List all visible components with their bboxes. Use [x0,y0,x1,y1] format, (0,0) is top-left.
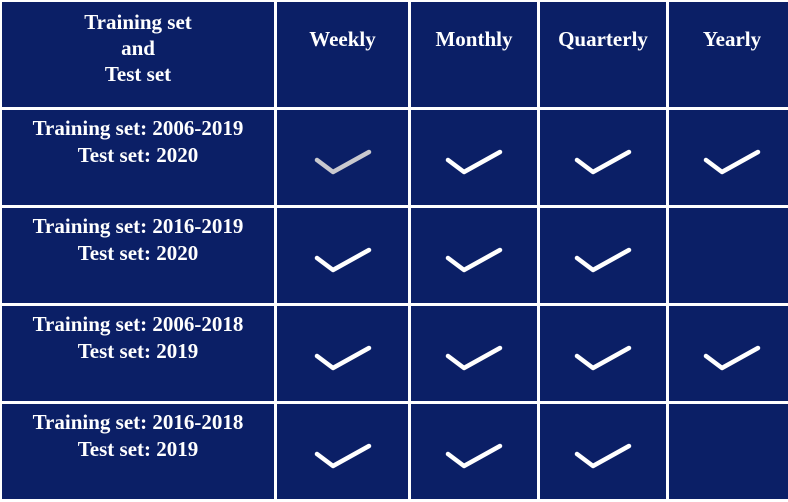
checkmark-icon [445,149,503,174]
checkmark-icon [574,345,632,370]
cell-check [277,208,408,303]
row-label: Training set: 2016-2019 Test set: 2020 [2,208,274,303]
row-label-training: Training set: 2016-2018 [32,410,244,434]
cell-check [540,110,666,205]
checkmark-icon [314,247,371,272]
cell-check [669,404,788,499]
row-label-test: Test set: 2019 [77,437,199,461]
corner-header-cell: Training set and Test set [2,2,274,107]
checkmark-icon [574,247,632,272]
row-label-test: Test set: 2019 [77,339,199,363]
checkmark-icon [314,443,371,468]
row-label-test: Test set: 2020 [77,143,199,167]
cell-check [411,110,537,205]
checkmark-icon [574,149,632,174]
checkmark-icon [314,345,371,370]
cell-check [277,404,408,499]
cell-check [277,306,408,401]
row-label-test: Test set: 2020 [77,241,199,265]
corner-header-line2: and [121,35,155,60]
row-label: Training set: 2006-2019 Test set: 2020 [2,110,274,205]
cell-check [669,110,788,205]
row-label: Training set: 2006-2018 Test set: 2019 [2,306,274,401]
cell-check [411,208,537,303]
checkmark-icon [445,345,503,370]
column-header-weekly: Weekly [277,2,408,107]
cell-check [411,306,537,401]
checkmark-icon [703,149,761,174]
column-header-monthly: Monthly [411,2,537,107]
checkmark-icon [445,247,503,272]
cell-check [411,404,537,499]
checkmark-icon [445,443,503,468]
checkmark-icon [574,443,632,468]
row-label: Training set: 2016-2018 Test set: 2019 [2,404,274,499]
cell-check [540,306,666,401]
checkmark-icon [314,149,371,174]
row-label-training: Training set: 2016-2019 [32,214,244,238]
column-header-quarterly: Quarterly [540,2,666,107]
corner-header-line3: Test set [104,61,172,86]
cell-check [669,306,788,401]
checkmark-icon [703,345,761,370]
row-label-training: Training set: 2006-2018 [32,312,244,336]
row-label-training: Training set: 2006-2019 [32,116,244,140]
column-header-yearly: Yearly [669,2,788,107]
cell-check [669,208,788,303]
corner-header-line1: Training set [84,9,192,34]
cell-check [277,110,408,205]
cell-check [540,404,666,499]
cell-check [540,208,666,303]
